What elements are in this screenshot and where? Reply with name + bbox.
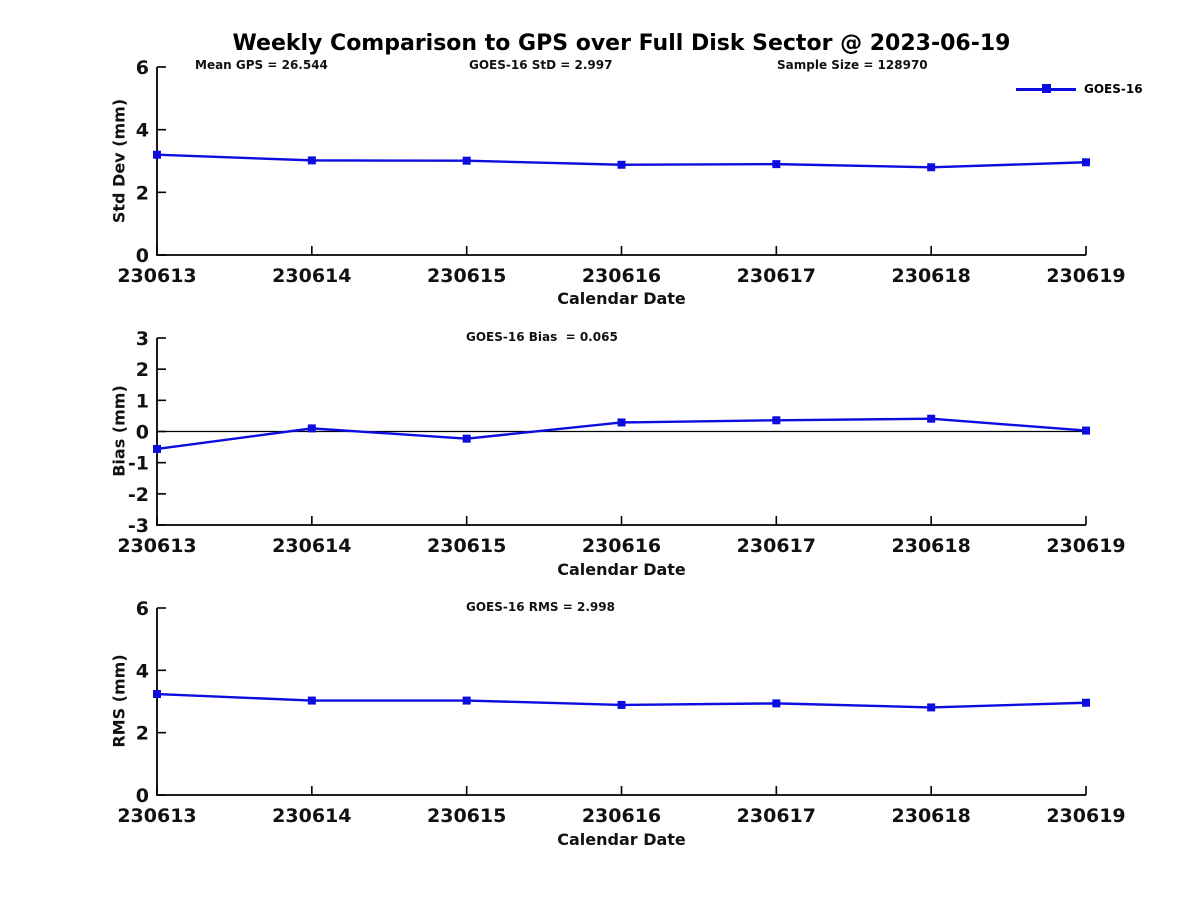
x-tick-label: 230618 [892,535,971,557]
x-tick-label: 230616 [582,535,661,557]
x-tick-label: 230613 [117,265,196,287]
data-point [462,696,471,705]
x-tick-label: 230618 [892,805,971,827]
x-tick-label: 230619 [1046,265,1125,287]
y-tick-label: 0 [136,785,149,807]
x-tick-label: 230616 [582,265,661,287]
data-point [1082,158,1090,167]
y-tick-label: -2 [128,484,149,506]
x-tick-label: 230615 [427,805,506,827]
y-tick-label: 0 [136,245,149,267]
x-tick-label: 230615 [427,265,506,287]
data-point [927,703,936,712]
y-tick-label: 2 [136,723,149,745]
annotation-goes16-std: GOES-16 StD = 2.997 [469,58,613,72]
data-point [153,150,161,159]
data-point [153,690,161,699]
data-point [927,414,936,423]
annotation-sample-size: Sample Size = 128970 [777,58,928,72]
x-tick-label: 230619 [1046,535,1125,557]
x-tick-label: 230614 [272,805,351,827]
x-axis-label-bias: Calendar Date [557,560,686,579]
data-point [772,416,781,425]
y-tick-label: 3 [136,328,149,350]
y-tick-label: 1 [136,390,149,412]
data-point [307,424,316,433]
data-point [462,434,471,443]
y-tick-label: -1 [128,453,149,475]
x-tick-label: 230616 [582,805,661,827]
annotation-goes16-bias: GOES-16 Bias = 0.065 [466,330,618,344]
data-point [617,700,626,709]
x-tick-label: 230614 [272,535,351,557]
x-tick-label: 230617 [737,805,816,827]
y-tick-label: 6 [136,57,149,79]
x-tick-label: 230613 [117,535,196,557]
y-tick-label: 6 [136,598,149,620]
legend-square-marker-icon [1042,84,1051,93]
data-point [462,156,471,165]
data-point [1082,426,1090,435]
data-point [617,160,626,169]
y-tick-label: 4 [136,660,149,682]
data-point [617,418,626,427]
x-tick-label: 230618 [892,265,971,287]
y-tick-label: 2 [136,359,149,381]
x-tick-label: 230617 [737,265,816,287]
y-tick-label: -3 [128,515,149,537]
data-point [927,163,936,172]
data-point [307,696,316,705]
x-tick-label: 230619 [1046,805,1125,827]
x-tick-label: 230617 [737,535,816,557]
data-point [153,444,161,453]
data-point [1082,698,1090,707]
data-point [307,156,316,165]
y-axis-label-stddev: Std Dev (mm) [109,98,129,224]
x-axis-label-stddev: Calendar Date [557,289,686,308]
x-axis-label-rms: Calendar Date [557,830,686,849]
y-tick-label: 0 [136,422,149,444]
y-tick-label: 4 [136,120,149,142]
figure-title: Weekly Comparison to GPS over Full Disk … [232,31,1011,56]
data-point [772,699,781,708]
y-axis-label-bias: Bias (mm) [109,385,129,477]
legend-label: GOES-16 [1084,82,1143,96]
annotation-mean-gps: Mean GPS = 26.544 [195,58,328,72]
y-axis-label-rms: RMS (mm) [109,654,129,748]
x-tick-label: 230615 [427,535,506,557]
x-tick-label: 230614 [272,265,351,287]
data-point [772,160,781,169]
x-tick-label: 230613 [117,805,196,827]
y-tick-label: 2 [136,182,149,204]
annotation-goes16-rms: GOES-16 RMS = 2.998 [466,600,615,614]
